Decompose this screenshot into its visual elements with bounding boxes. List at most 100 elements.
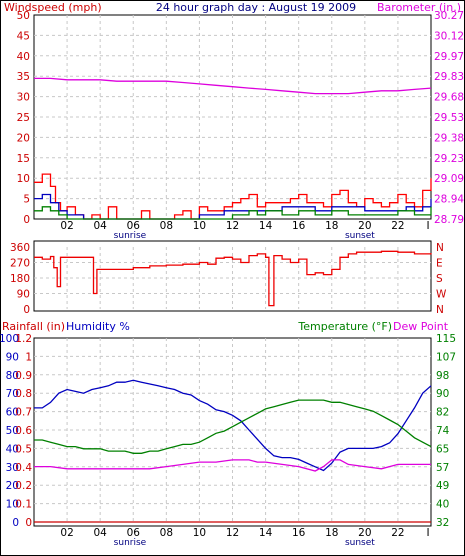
- axis-tick-label: W: [436, 289, 447, 301]
- axis-tick-label: 0.6: [15, 425, 32, 437]
- hour-tick-label: 16: [292, 527, 306, 539]
- panel1-left-ticks: 0 5 10 15 20 25 30 35 40 45 50: [17, 10, 30, 226]
- humidity-axis-label: Humidity %: [66, 320, 130, 333]
- axis-tick-label: 0: [25, 517, 32, 529]
- axis-tick-label: 40: [17, 51, 30, 63]
- axis-tick-label: 65: [436, 443, 449, 455]
- hour-tick-label: 20: [358, 527, 371, 539]
- panel1-right-ticks: 28.79 28.94 29.09 29.23 29.38 29.53 29.68 29.83…: [434, 10, 464, 226]
- panel3-rain-ticks: 0 0.1 0.2 0.4 0.5 0.6 0.7 0.8 0.9 1 1.2: [15, 333, 32, 529]
- axis-tick-label: N: [436, 304, 444, 316]
- barometer-axis-label: Barometer (in.): [377, 1, 461, 14]
- axis-tick-label: 29.68: [434, 92, 464, 104]
- axis-tick-label: 90: [436, 388, 449, 400]
- hour-tick-label: 18: [325, 527, 338, 539]
- hour-tick-label: 06: [127, 220, 141, 232]
- axis-tick-label: 35: [17, 71, 30, 83]
- axis-tick-label: 0.9: [15, 370, 32, 382]
- hour-tick-label: 18: [325, 220, 338, 232]
- axis-tick-label: 90: [17, 289, 30, 301]
- axis-tick-label: 180: [10, 273, 30, 285]
- axis-tick-label: 40: [6, 443, 19, 455]
- axis-tick-label: 15: [17, 153, 30, 165]
- hour-tick-label: 22: [391, 220, 404, 232]
- wind-barometer-panel: 0 5 10 15 20 25 30 35 40 45 50 28.79 28.94 29.09 29.2…: [17, 10, 465, 241]
- hour-tick-label: 14: [259, 220, 273, 232]
- axis-tick-label: 25: [17, 112, 30, 124]
- axis-tick-label: 40: [436, 499, 449, 511]
- axis-tick-label: 74: [436, 425, 450, 437]
- axis-tick-label: 80: [6, 370, 19, 382]
- hour-tick-label: 10: [193, 220, 206, 232]
- sunrise-label: sunrise: [114, 538, 147, 548]
- axis-tick-label: 1: [25, 351, 32, 363]
- axis-tick-label: 28.94: [434, 194, 464, 206]
- panel2-grid: [34, 247, 431, 309]
- axis-tick-label: 60: [6, 407, 19, 419]
- series-line-wind-direction: [34, 250, 432, 307]
- hour-tick-label: 02: [60, 527, 73, 539]
- hour-tick-label: 12: [226, 527, 239, 539]
- hour-tick-label: 04: [93, 220, 107, 232]
- axis-tick-label: 30.12: [434, 30, 464, 42]
- panel1-series: [34, 77, 432, 220]
- hour-tick-label: 08: [160, 527, 173, 539]
- axis-tick-label: 0.5: [15, 443, 32, 455]
- axis-tick-label: 98: [436, 370, 449, 382]
- axis-tick-label: 0.2: [15, 480, 32, 492]
- axis-tick-label: 0: [23, 214, 30, 226]
- sunrise-label: sunrise: [114, 231, 147, 241]
- axis-tick-label: 0: [23, 304, 30, 316]
- axis-tick-label: 0: [12, 517, 19, 529]
- axis-tick-label: 28.79: [434, 214, 464, 226]
- series-line-temperature-f-: [34, 399, 432, 454]
- series-line-wind-low: [34, 206, 432, 220]
- axis-tick-label: E: [436, 258, 443, 270]
- axis-tick-label: 32: [436, 517, 449, 529]
- axis-tick-label: 1.2: [15, 333, 32, 345]
- hour-tick-label: 22: [391, 527, 404, 539]
- axis-tick-label: 30: [17, 92, 30, 104]
- panel3-frame: [33, 337, 432, 527]
- hour-tick-label: 12: [226, 220, 239, 232]
- hour-tick-label: 20: [358, 220, 371, 232]
- sunset-label: sunset: [345, 538, 375, 548]
- hour-tick-label: 06: [127, 527, 141, 539]
- axis-tick-label: 270: [10, 258, 30, 270]
- axis-tick-label: 0.4: [15, 462, 32, 474]
- axis-tick-label: N: [436, 242, 444, 254]
- axis-tick-label: 49: [436, 480, 449, 492]
- windspeed-axis-label: Windspeed (mph): [4, 1, 102, 14]
- hour-tick-label: 16: [292, 220, 306, 232]
- dewpoint-axis-label: Dew Point: [393, 320, 449, 333]
- axis-tick-label: 29.23: [434, 153, 464, 165]
- axis-tick-label: 50: [17, 10, 30, 22]
- axis-tick-label: 29.53: [434, 112, 464, 124]
- axis-tick-label: 50: [6, 425, 19, 437]
- axis-tick-label: 10: [17, 173, 30, 185]
- axis-tick-label: 0.8: [15, 388, 32, 400]
- panel2-series: [34, 250, 432, 307]
- sunset-label: sunset: [345, 231, 375, 241]
- panel3-left-ticks: 0 10 20 30 40 50 60 70 80 90 100: [0, 333, 19, 529]
- axis-tick-label: 0.1: [15, 499, 32, 511]
- axis-tick-label: 115: [436, 333, 456, 345]
- end-tick-label: I: [426, 527, 429, 539]
- axis-tick-label: 57: [436, 462, 449, 474]
- rainfall-axis-label: Rainfall (in): [2, 320, 65, 333]
- axis-tick-label: 10: [6, 499, 19, 511]
- chart-title: 24 hour graph day : August 19 2009: [156, 1, 356, 14]
- hour-tick-label: 08: [160, 220, 173, 232]
- axis-tick-label: 5: [23, 194, 30, 206]
- axis-tick-label: 29.38: [434, 132, 464, 144]
- hour-tick-label: 04: [93, 527, 107, 539]
- axis-tick-label: 107: [436, 351, 456, 363]
- series-line-humidity-: [34, 379, 432, 472]
- axis-tick-label: 100: [0, 333, 19, 345]
